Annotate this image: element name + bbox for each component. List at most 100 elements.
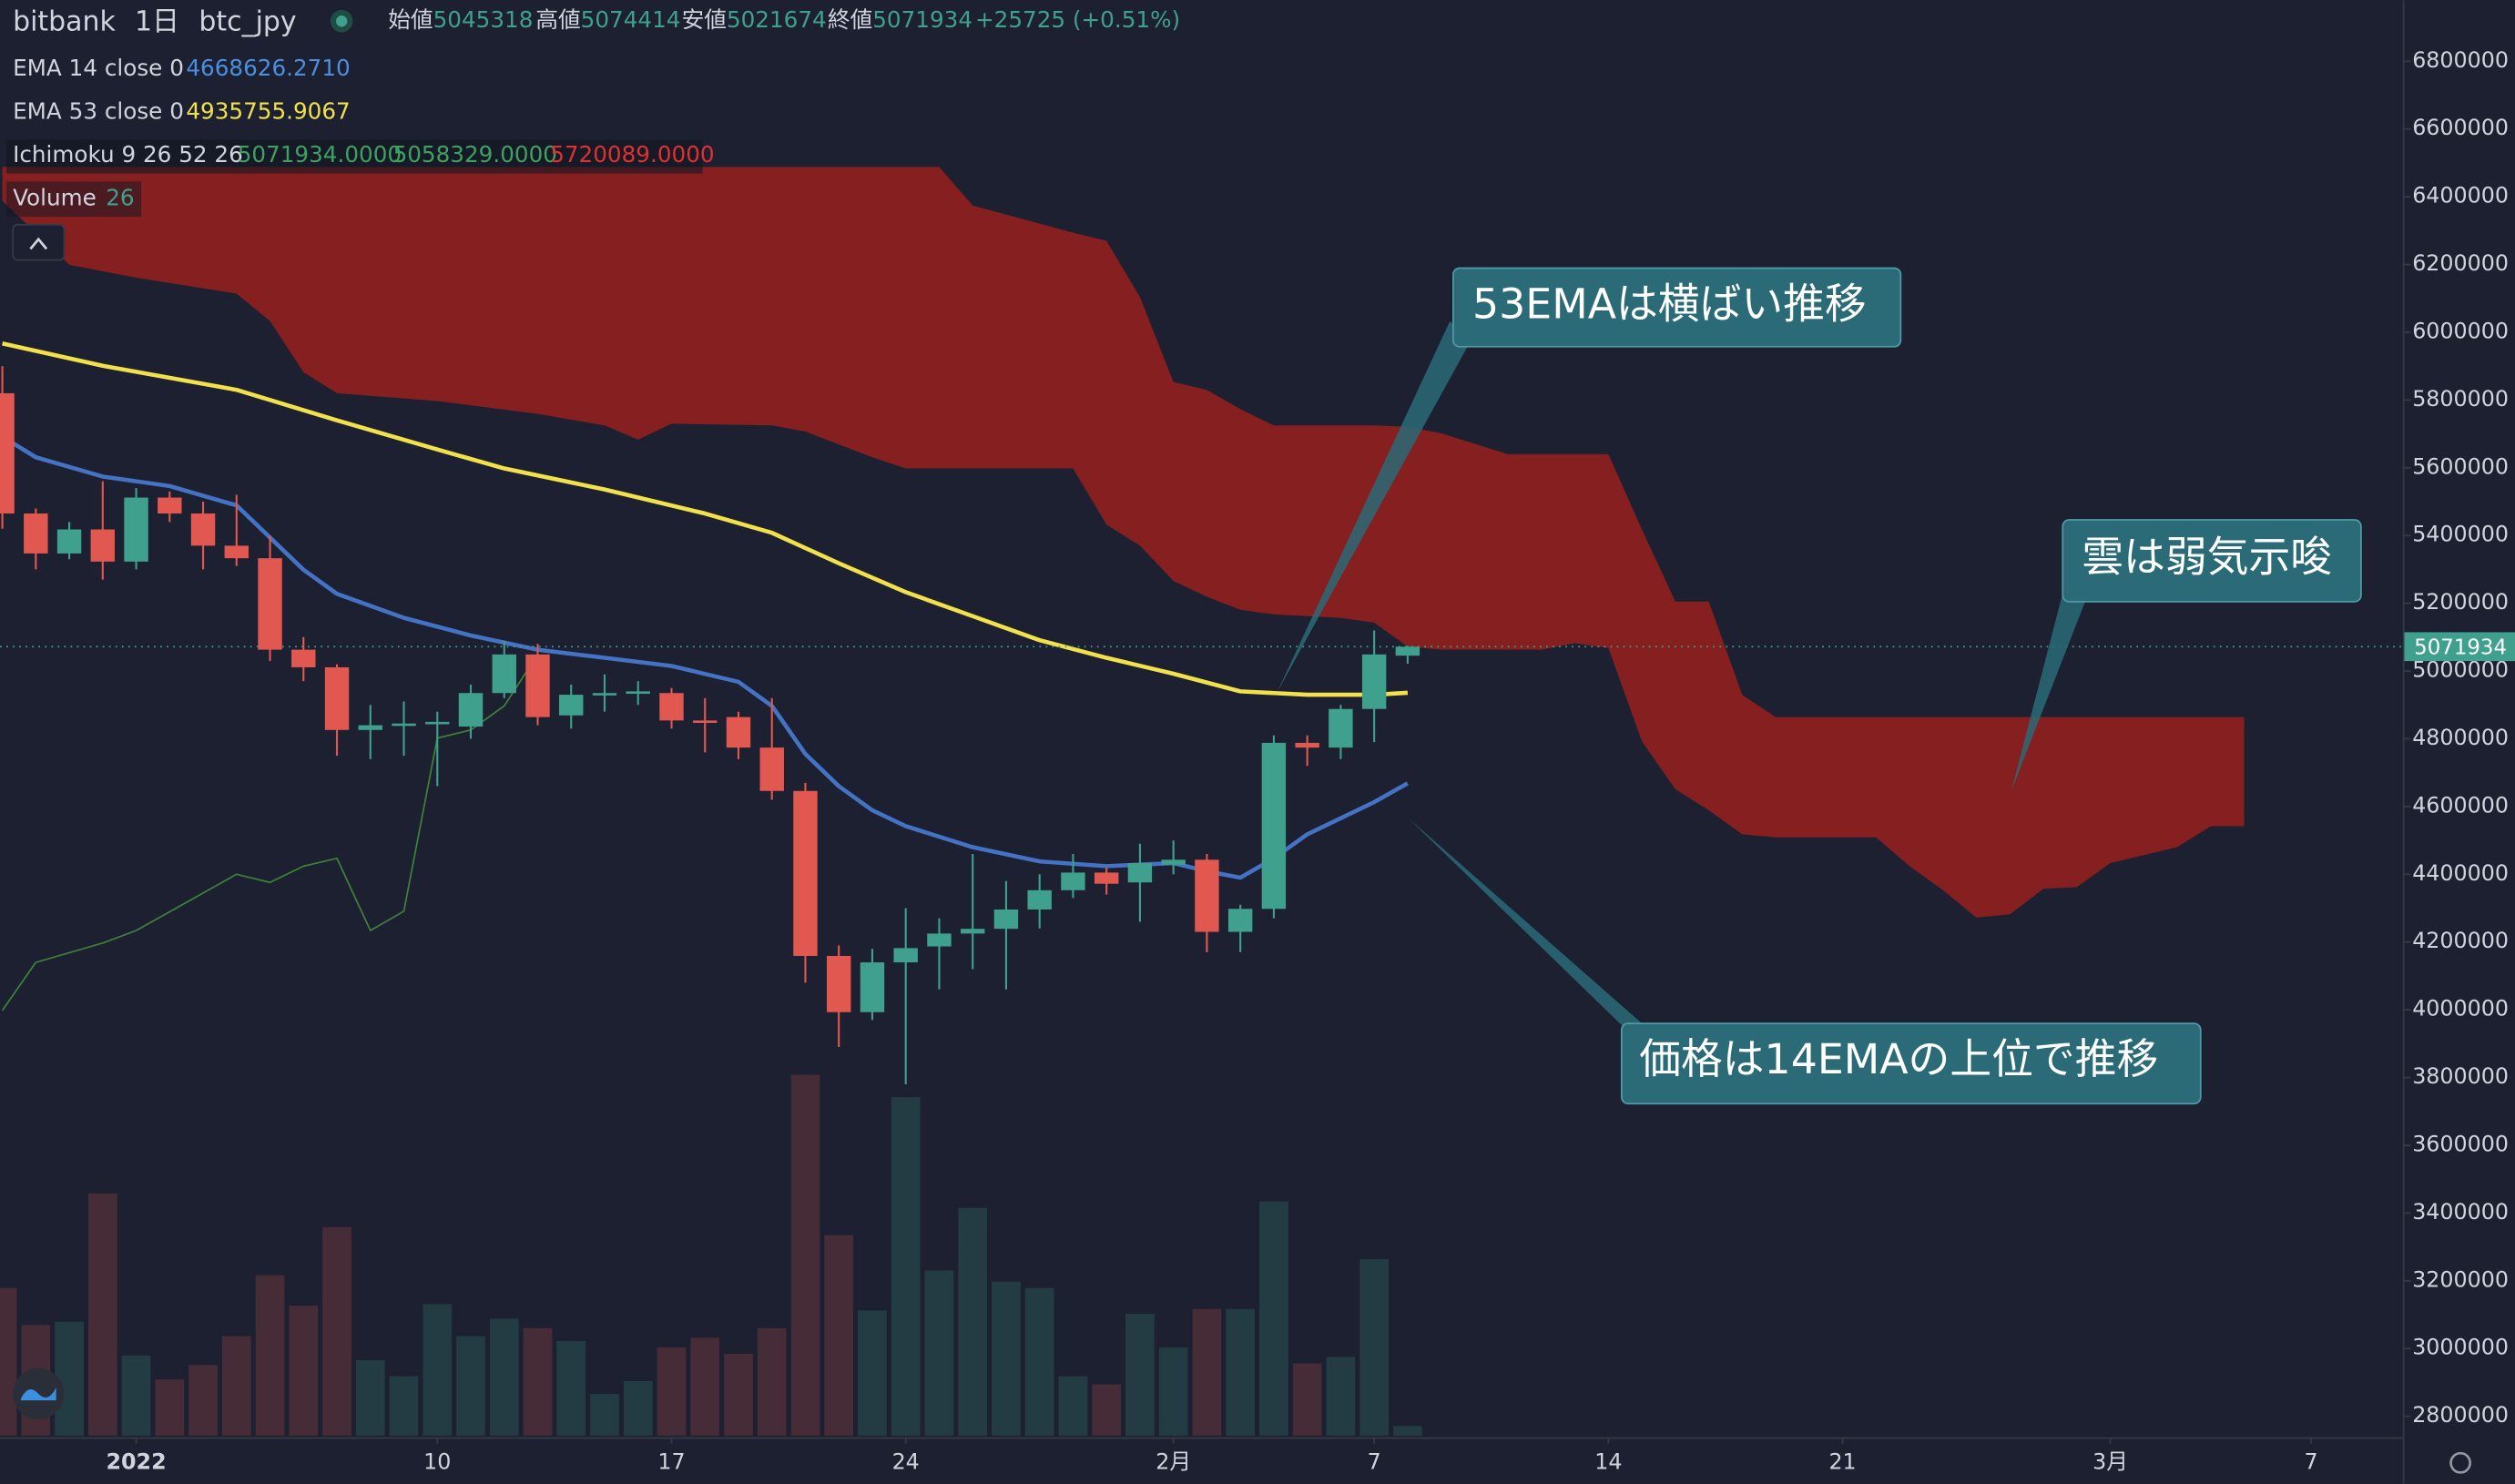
symbol: btc_jpy xyxy=(199,5,296,37)
volume-bar xyxy=(188,1365,218,1436)
callout-text: 雲は弱気示唆 xyxy=(2082,533,2332,582)
volume-bar xyxy=(924,1270,954,1436)
indicator-value: 5071934.0000 xyxy=(238,141,402,168)
y-tick-label: 4400000 xyxy=(2412,860,2509,886)
callout-text: 価格は14EMAの上位で推移 xyxy=(1639,1034,2158,1083)
candle-body xyxy=(1027,889,1052,910)
candle-body xyxy=(1127,863,1153,883)
volume-bar xyxy=(1092,1384,1122,1436)
volume-bar xyxy=(355,1360,385,1436)
volume-bar xyxy=(623,1380,653,1436)
indicator-line xyxy=(1,654,539,1011)
ohlc-label: 安値 xyxy=(682,6,727,33)
candle-body xyxy=(190,513,216,546)
candle-body xyxy=(927,933,952,947)
legend: bitbank 1日 btc_jpy 始値 5045318 高値 5074414… xyxy=(6,5,1180,261)
collapse-button[interactable] xyxy=(12,224,66,261)
candle-body xyxy=(1261,742,1287,910)
plot-area xyxy=(0,167,2403,1436)
candle-body xyxy=(759,747,784,791)
candle-body xyxy=(893,948,918,963)
callout-box xyxy=(1452,267,1902,348)
x-tick-label: 21 xyxy=(1828,1448,1856,1474)
volume-bar xyxy=(1125,1313,1155,1436)
candle-body xyxy=(56,529,82,554)
candle-body xyxy=(1395,646,1420,656)
candle-body xyxy=(860,962,885,1012)
indicator-name: EMA 53 close 0 xyxy=(13,98,184,125)
volume-bar xyxy=(489,1318,519,1436)
x-tick-label: 2022 xyxy=(106,1448,166,1474)
candle-body xyxy=(1195,859,1219,932)
candle-body xyxy=(1227,909,1253,932)
y-tick-label: 6600000 xyxy=(2412,115,2509,140)
y-tick-label: 2800000 xyxy=(2412,1402,2509,1428)
indicator-value: 26 xyxy=(106,185,134,211)
candle-body xyxy=(826,955,851,1012)
volume-bar xyxy=(221,1336,251,1436)
candle-body xyxy=(158,497,182,514)
x-tick-label: 7 xyxy=(1368,1448,1381,1474)
indicator-name: Ichimoku 9 26 52 26 xyxy=(13,141,243,168)
candle-body xyxy=(90,529,116,562)
volume-bar xyxy=(824,1235,854,1436)
candle-body xyxy=(124,497,148,562)
candle-body xyxy=(0,392,15,514)
y-tick-label: 5800000 xyxy=(2412,386,2509,412)
candle-body xyxy=(1094,872,1119,884)
y-tick-label: 6400000 xyxy=(2412,183,2509,208)
y-tick-label: 6000000 xyxy=(2412,318,2509,343)
volume-bar xyxy=(1292,1363,1322,1436)
candle-body xyxy=(993,909,1019,930)
ohlc-label: 高値 xyxy=(535,6,580,33)
candle-body xyxy=(659,693,684,721)
legend-bg xyxy=(6,139,703,174)
x-tick-label: 14 xyxy=(1594,1448,1622,1474)
y-tick-label: 4000000 xyxy=(2412,996,2509,1022)
candle-body xyxy=(525,654,550,717)
y-tick-label: 5400000 xyxy=(2412,522,2509,547)
interval: 1日 xyxy=(135,5,179,37)
axes: 2800000 3000000 3200000 3400000 3600000 38000… xyxy=(106,47,2515,1474)
volume-bar xyxy=(322,1226,351,1436)
volume-bar xyxy=(456,1336,485,1436)
candle-body xyxy=(960,929,985,934)
ohlc-value: 5071934 xyxy=(872,6,972,33)
candle-body xyxy=(224,545,249,559)
volume-bar xyxy=(858,1310,887,1436)
y-tick-label: 3200000 xyxy=(2412,1266,2509,1292)
y-tick-label: 4800000 xyxy=(2412,725,2509,750)
indicator-line xyxy=(2,341,1409,697)
indicator-name: Volume xyxy=(13,185,97,211)
candle-body xyxy=(492,654,516,694)
y-tick-label: 5000000 xyxy=(2412,657,2509,683)
indicator-value: 4668626.2710 xyxy=(186,55,350,81)
callout-box xyxy=(1620,1022,2202,1105)
volume-bar xyxy=(958,1207,988,1436)
candle-body xyxy=(726,717,751,748)
candle-body xyxy=(358,725,382,730)
ichimoku-cloud xyxy=(2,167,2245,918)
volume-bar xyxy=(790,1074,820,1436)
annotations: 53EMAは横ばい推移 雲は弱気示唆 価格は14EMAの上位で推移 xyxy=(1277,267,2362,1105)
y-tick-label: 6200000 xyxy=(2412,250,2509,276)
volume-bar xyxy=(1226,1308,1256,1436)
candle-body xyxy=(693,720,718,724)
indicator-value: 5058329.0000 xyxy=(393,141,557,168)
candle-body xyxy=(425,721,450,725)
volume-bar xyxy=(1192,1308,1222,1436)
logo-icon xyxy=(20,1387,56,1401)
settings-icon[interactable] xyxy=(2449,1451,2471,1474)
status-dot xyxy=(336,15,348,27)
candle-body xyxy=(258,558,282,650)
volume-bar xyxy=(255,1275,285,1436)
x-tick-label: 2月 xyxy=(1156,1448,1191,1474)
volume-bar xyxy=(891,1097,921,1436)
exchange: bitbank xyxy=(13,5,116,37)
volume-bar xyxy=(87,1193,117,1436)
candle-body xyxy=(592,693,617,696)
callout-text: 53EMAは横ばい推移 xyxy=(1472,279,1867,328)
y-tick-label: 3600000 xyxy=(2412,1131,2509,1156)
volume-bar xyxy=(55,1321,84,1436)
candle-body xyxy=(1161,859,1186,865)
